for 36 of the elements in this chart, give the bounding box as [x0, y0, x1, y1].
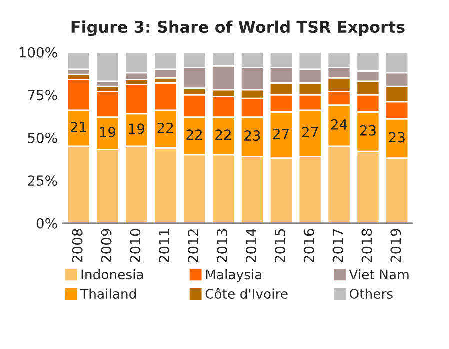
x-tick-label: 2010	[130, 229, 141, 263]
data-label: 22	[186, 130, 202, 140]
y-tick-label: 25%	[28, 176, 58, 186]
data-label: 22	[158, 122, 174, 134]
data-label: 23	[244, 130, 260, 142]
data-label: 19	[100, 127, 116, 138]
x-tick-label: 2012	[188, 230, 199, 263]
x-tick-label: 2015	[274, 229, 286, 263]
legend-label: Viet Nam	[349, 269, 409, 280]
data-label: 27	[302, 127, 318, 138]
x-tick-label: 2016	[304, 229, 314, 263]
legend-label: Indonesia	[82, 269, 144, 280]
x-tick-label: 2014	[246, 229, 256, 263]
legend-label: Others	[350, 288, 393, 300]
chart-title: Figure 3: Share of World TSR Exports	[72, 20, 405, 36]
data-label: 24	[331, 119, 348, 130]
legend-label: Côte d'Ivoire	[206, 288, 288, 300]
x-tick-label: 2019	[390, 229, 402, 263]
data-label: 27	[274, 128, 290, 140]
y-tick-label: 0%	[36, 218, 58, 229]
x-tick-label: 2017	[332, 229, 344, 263]
y-tick-label: 50%	[28, 132, 58, 144]
x-tick-label: 2011	[159, 230, 170, 263]
y-tick-label: 75%	[28, 90, 58, 101]
data-label: 23	[360, 125, 376, 136]
y-tick-label: 100%	[20, 47, 58, 58]
x-tick-label: 2009	[101, 229, 112, 263]
x-tick-label: 2013	[217, 229, 228, 263]
x-tick-label: 2018	[362, 229, 372, 263]
x-tick-label: 2008	[72, 229, 83, 263]
data-label: 19	[129, 124, 145, 134]
legend-label: Thailand	[80, 288, 136, 300]
data-label: 21	[70, 122, 86, 132]
data-label: 23	[389, 132, 405, 143]
data-label: 22	[216, 130, 231, 140]
legend-label: Malaysia	[206, 269, 262, 282]
